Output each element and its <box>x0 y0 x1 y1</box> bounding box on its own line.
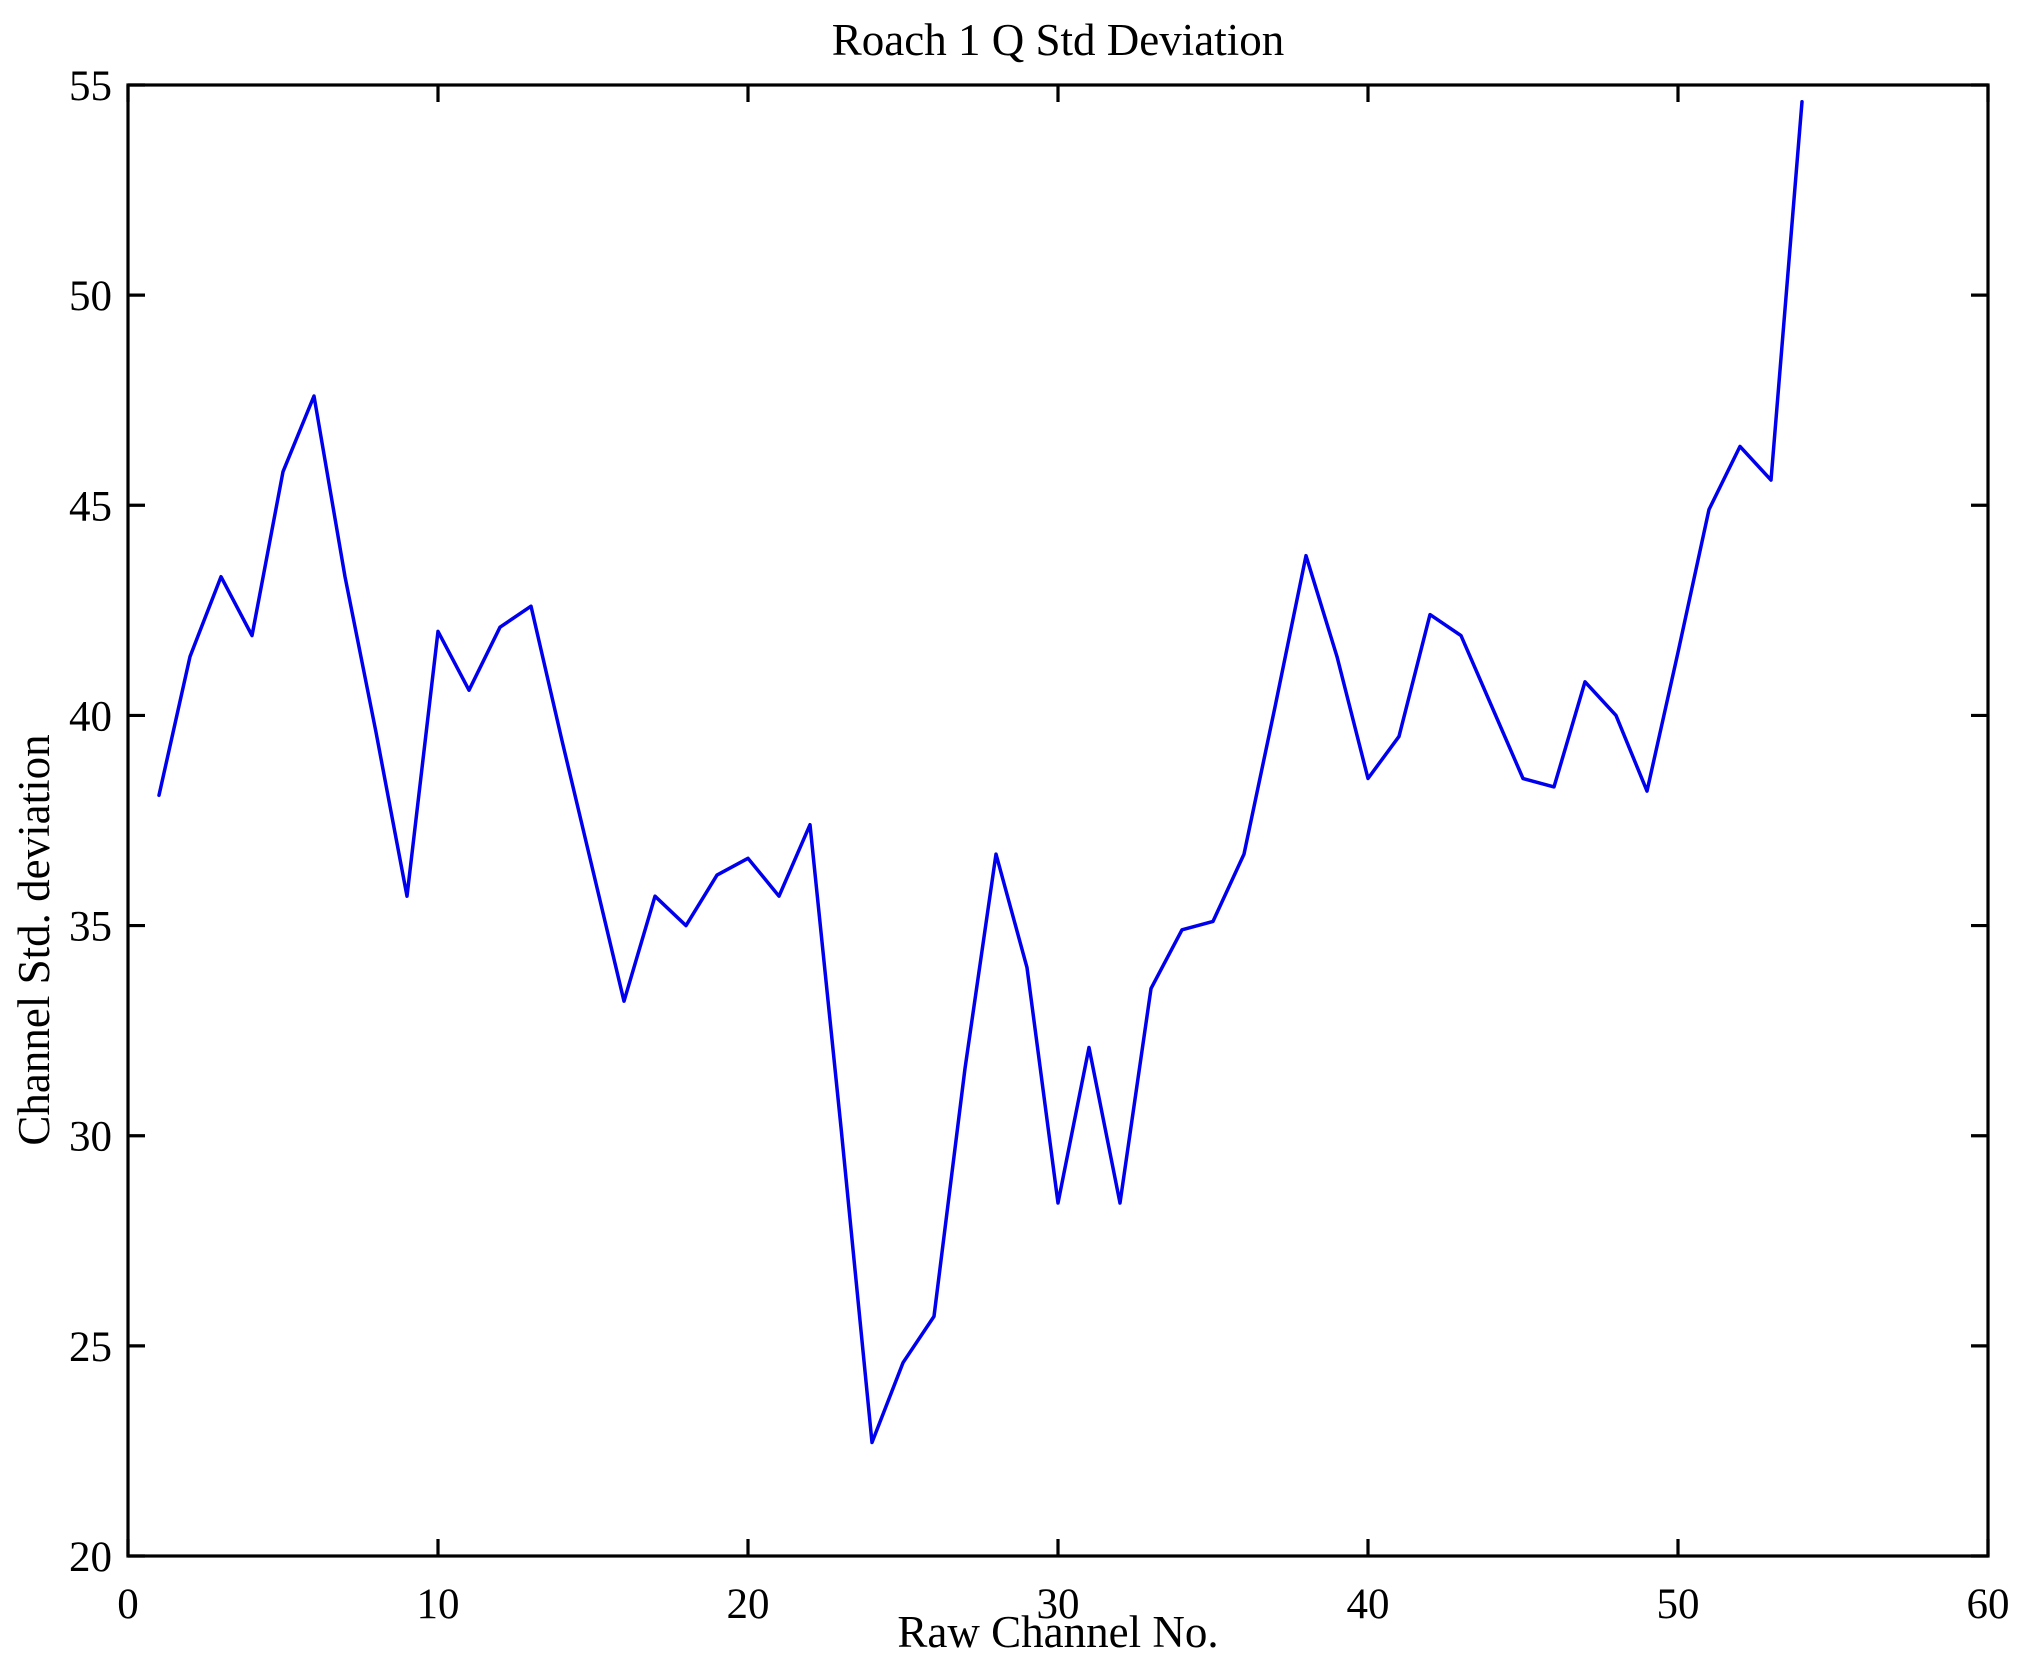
x-tick-label: 30 <box>1037 1581 1080 1628</box>
x-tick-label: 50 <box>1657 1581 1700 1628</box>
y-tick-label: 30 <box>69 1114 112 1161</box>
x-tick-label: 20 <box>727 1581 770 1628</box>
y-tick-label: 35 <box>69 904 112 951</box>
y-axis-label: Channel Std. deviation <box>9 734 59 1146</box>
y-tick-label: 40 <box>69 693 112 740</box>
axis-frame <box>126 83 1990 1558</box>
x-tick-label: 0 <box>117 1581 139 1628</box>
y-tick-label: 45 <box>69 483 112 530</box>
y-tick-label: 50 <box>69 273 112 320</box>
x-tick-label: 40 <box>1347 1581 1390 1628</box>
x-axis-label: Raw Channel No. <box>897 1607 1219 1657</box>
x-tick-label: 60 <box>1967 1581 2010 1628</box>
y-tick-label: 20 <box>69 1534 112 1581</box>
y-tick-label: 25 <box>69 1324 112 1371</box>
y-tick-label: 55 <box>69 63 112 110</box>
x-tick-label: 10 <box>417 1581 460 1628</box>
data-line <box>157 100 1804 1445</box>
chart-title: Roach 1 Q Std Deviation <box>831 15 1285 65</box>
